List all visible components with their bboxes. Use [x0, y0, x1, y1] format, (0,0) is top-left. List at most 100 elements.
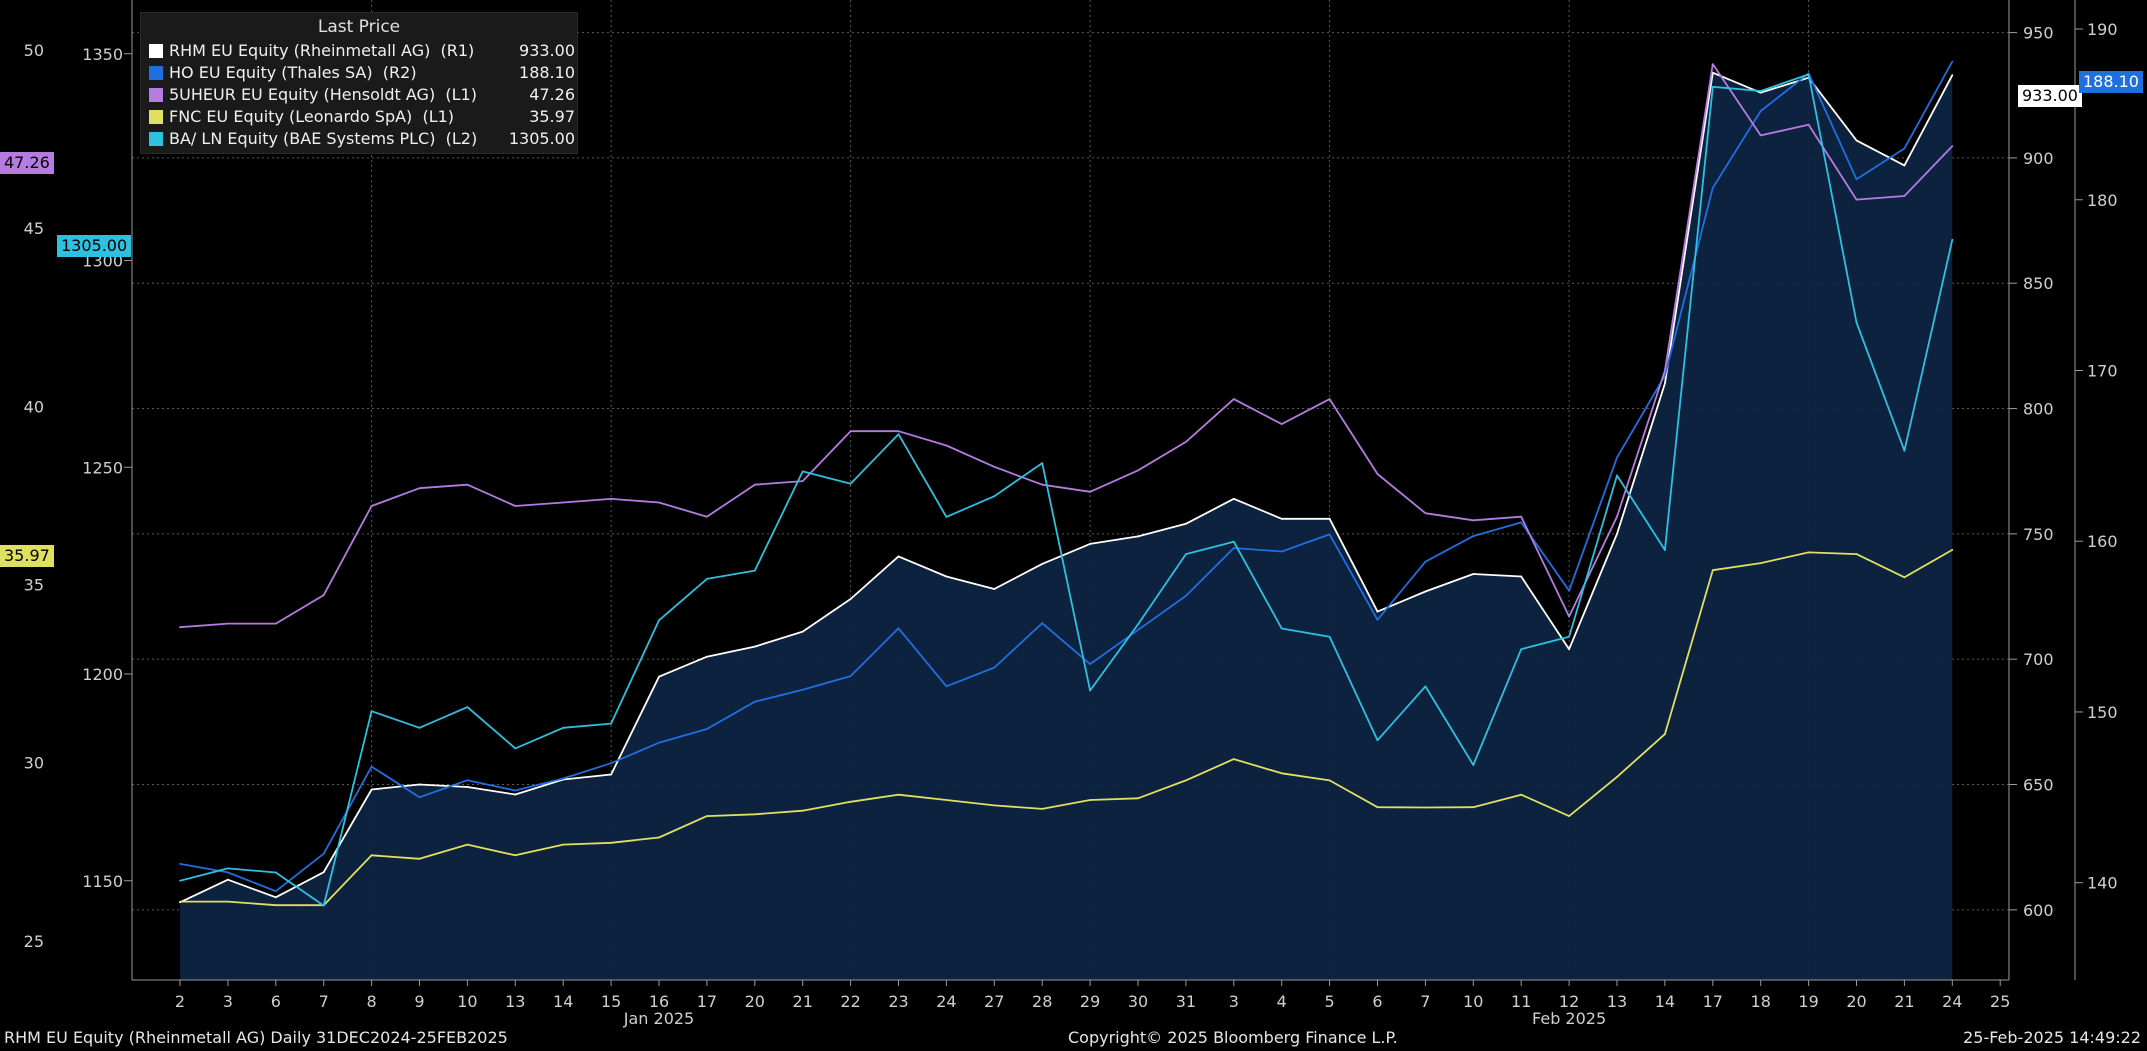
data-point-0 [993, 588, 996, 590]
data-point-4 [370, 710, 373, 713]
legend: Last Price RHM EU Equity (Rheinmetall AG… [140, 12, 578, 154]
legend-row-bae: BA/ LN Equity (BAE Systems PLC) (L2) 130… [149, 129, 575, 151]
data-point-4 [1137, 623, 1139, 626]
data-point-3 [1951, 549, 1954, 551]
data-point-0 [514, 793, 517, 796]
data-point-1 [1280, 550, 1283, 553]
data-point-4 [1520, 648, 1523, 651]
data-point-4 [274, 871, 277, 874]
data-point-0 [801, 630, 804, 633]
data-point-1 [227, 871, 229, 874]
data-point-0 [1520, 575, 1523, 578]
data-point-4 [1855, 321, 1858, 324]
x-tick-label: 8 [367, 992, 377, 1011]
data-point-1 [1855, 178, 1858, 181]
data-point-1 [1424, 560, 1427, 563]
r2-tick-label: 190 [2087, 20, 2118, 39]
data-point-0 [1424, 590, 1427, 593]
series-line-2 [179, 63, 1953, 629]
data-point-1 [514, 789, 517, 792]
data-point-4 [1472, 764, 1475, 766]
x-tick-label: 10 [1463, 992, 1483, 1011]
data-point-0 [1185, 522, 1187, 525]
data-point-4 [1568, 635, 1570, 638]
x-tick-label: 11 [1511, 992, 1531, 1011]
legend-name: RHM EU Equity (Rheinmetall AG) (R1) [169, 41, 475, 60]
data-point-3 [1568, 815, 1570, 817]
data-point-4 [562, 726, 565, 729]
data-point-2 [753, 483, 756, 486]
data-point-3 [801, 809, 804, 812]
data-point-4 [993, 495, 996, 498]
x-tick-label: 17 [697, 992, 717, 1011]
data-point-2 [897, 430, 900, 433]
x-tick-label: 13 [1607, 992, 1627, 1011]
data-point-4 [1616, 474, 1618, 477]
data-point-4 [1807, 73, 1810, 76]
data-point-4 [753, 569, 756, 572]
data-point-3 [1855, 553, 1858, 555]
series-line-1 [179, 61, 1954, 893]
x-tick-label: 7 [1420, 992, 1430, 1011]
data-point-1 [466, 779, 469, 782]
data-point-3 [1903, 576, 1906, 579]
r1-tick-label: 950 [2023, 24, 2054, 43]
data-point-0 [753, 645, 756, 648]
data-point-2 [1903, 195, 1906, 197]
data-point-1 [1568, 589, 1570, 592]
legend-swatch [149, 110, 163, 124]
data-point-2 [849, 430, 852, 433]
data-point-2 [1280, 423, 1283, 425]
x-tick-label: 19 [1798, 992, 1818, 1011]
data-point-2 [274, 622, 277, 625]
last-price-tag-hensoldt: 47.26 [0, 152, 54, 174]
data-point-2 [993, 465, 996, 468]
legend-value: 47.26 [529, 85, 575, 104]
data-point-3 [1185, 779, 1187, 782]
l2-tick-label: 1250 [82, 458, 123, 477]
x-tick-label: 7 [319, 992, 329, 1011]
legend-name: BA/ LN Equity (BAE Systems PLC) (L2) [169, 129, 478, 148]
data-point-1 [1472, 535, 1475, 537]
data-point-0 [1232, 497, 1235, 500]
data-point-2 [1089, 490, 1091, 493]
r2-tick-label: 160 [2087, 532, 2118, 551]
data-point-1 [1520, 521, 1523, 524]
x-tick-label: 3 [1229, 992, 1239, 1011]
x-tick-label: 30 [1128, 992, 1148, 1011]
r2-tick-label: 180 [2087, 191, 2118, 210]
data-point-1 [418, 796, 421, 799]
data-point-4 [610, 722, 612, 725]
data-point-3 [993, 804, 996, 807]
data-point-3 [1472, 806, 1475, 809]
data-point-1 [706, 728, 708, 730]
r1-tick-label: 900 [2023, 149, 2054, 168]
data-point-0 [1376, 610, 1379, 613]
data-point-2 [1568, 615, 1570, 618]
x-month-label: Jan 2025 [623, 1009, 694, 1028]
data-point-2 [1185, 441, 1187, 443]
data-point-3 [227, 900, 229, 903]
data-point-3 [610, 841, 612, 844]
x-tick-label: 27 [984, 992, 1004, 1011]
data-point-3 [1711, 569, 1714, 572]
data-point-2 [1376, 473, 1379, 475]
data-point-0 [1951, 74, 1954, 77]
data-point-4 [1232, 540, 1235, 543]
data-point-4 [1328, 635, 1331, 638]
data-point-0 [897, 555, 900, 558]
chart-axes: 2530354045501150120012501300135060065070… [24, 0, 2118, 1028]
data-point-0 [466, 786, 469, 788]
data-point-3 [897, 793, 900, 796]
series-line-3 [180, 549, 1953, 907]
x-tick-label: 15 [601, 992, 621, 1011]
footer-timestamp: 25-Feb-2025 14:49:22 [1963, 1028, 2141, 1047]
data-point-3 [1424, 806, 1427, 809]
data-point-0 [322, 871, 325, 874]
data-point-3 [1232, 758, 1235, 760]
x-tick-label: 5 [1325, 992, 1335, 1011]
r2-tick-label: 150 [2087, 703, 2118, 722]
x-tick-label: 24 [1942, 992, 1962, 1011]
data-point-4 [514, 747, 517, 750]
